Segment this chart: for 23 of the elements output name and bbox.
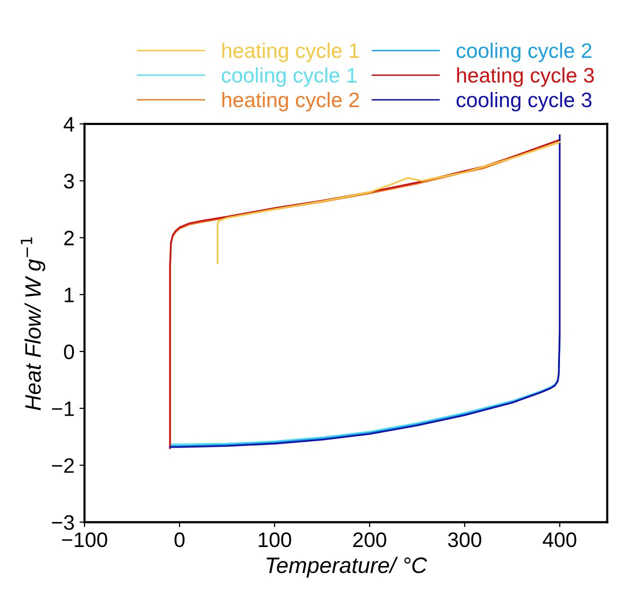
y-tick-label: 2 [64,230,74,246]
y-tick-label: −2 [52,458,74,473]
y-tick-label: −3 [52,515,74,530]
legend-label: heating cycle 1 [222,42,359,62]
legend-label: cooling cycle 3 [456,92,592,112]
x-tick-label: 200 [353,532,386,548]
line-series [216,141,561,264]
x-tick-label: 300 [448,532,482,548]
x-tick-label: 0 [174,532,185,548]
y-tick-label: 3 [64,174,74,189]
legend-label: heating cycle 3 [457,67,594,87]
legend-label: cooling cycle 1 [222,67,357,87]
legend-label: cooling cycle 2 [456,42,592,62]
y-tick-label: −1 [52,402,74,416]
y-axis-title: Heat Flow/ W g$^{−1}$ [20,237,46,410]
y-tick-label: 1 [64,288,74,302]
x-tick-label: 400 [542,532,576,548]
x-tick-label: −100 [62,532,108,548]
legend-label: heating cycle 2 [222,92,359,112]
x-axis-title: Temperature/ °C [266,556,428,578]
y-tick-label: 4 [64,117,74,132]
x-tick-label: 100 [258,532,292,548]
y-tick-label: 0 [64,344,74,360]
